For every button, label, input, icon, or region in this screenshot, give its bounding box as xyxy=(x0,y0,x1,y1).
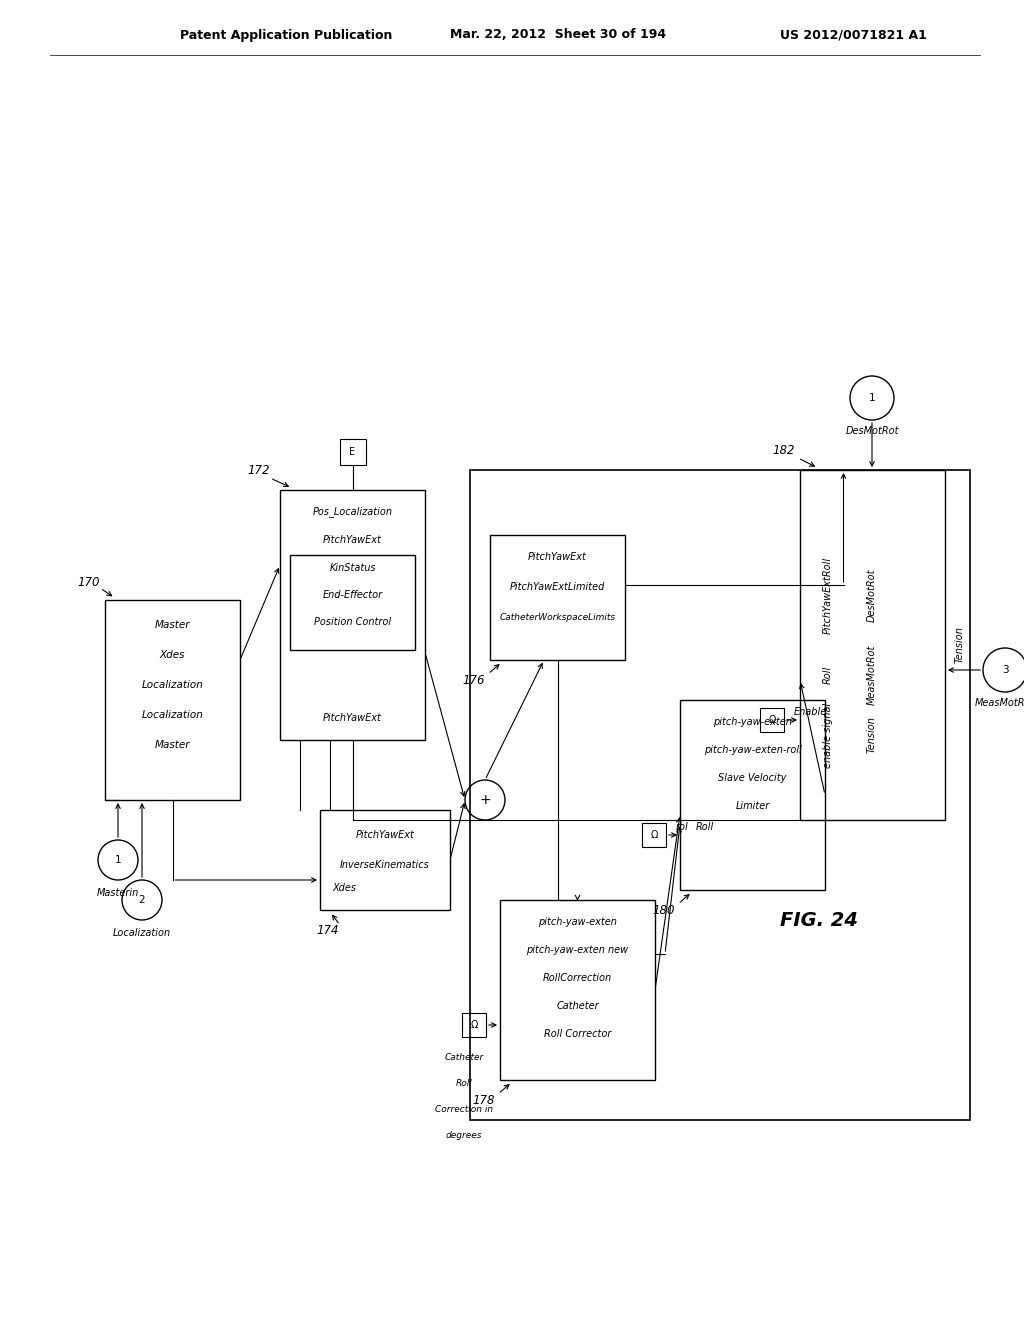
Text: 172: 172 xyxy=(248,463,270,477)
Text: Localization: Localization xyxy=(141,680,204,690)
Text: Position Control: Position Control xyxy=(314,616,391,627)
Bar xyxy=(500,900,655,1080)
Text: Xdes: Xdes xyxy=(332,883,356,894)
Text: 176: 176 xyxy=(463,673,485,686)
Text: Master: Master xyxy=(155,620,190,630)
Text: Master: Master xyxy=(155,741,190,750)
Text: pitch-yaw-exten: pitch-yaw-exten xyxy=(538,917,616,927)
Text: US 2012/0071821 A1: US 2012/0071821 A1 xyxy=(780,29,927,41)
Text: Roll: Roll xyxy=(823,665,833,684)
Text: Ω: Ω xyxy=(470,1020,477,1030)
Text: 182: 182 xyxy=(772,444,795,457)
Bar xyxy=(760,708,784,733)
Text: 180: 180 xyxy=(652,903,675,916)
Text: pitch-yaw-exten: pitch-yaw-exten xyxy=(713,717,792,727)
Bar xyxy=(280,490,425,741)
Text: pitch-yaw-exten new: pitch-yaw-exten new xyxy=(526,945,629,954)
Text: RollCorrection: RollCorrection xyxy=(543,973,612,983)
Text: Ω: Ω xyxy=(768,715,776,725)
Circle shape xyxy=(465,780,505,820)
Text: Limiter: Limiter xyxy=(735,801,770,810)
Text: Xdes: Xdes xyxy=(160,649,185,660)
Text: DesMotRot: DesMotRot xyxy=(867,568,877,622)
Text: 3: 3 xyxy=(1001,665,1009,675)
Text: 1: 1 xyxy=(868,393,876,403)
Text: KinStatus: KinStatus xyxy=(330,564,376,573)
Text: Roll: Roll xyxy=(456,1078,472,1088)
Text: Catheter: Catheter xyxy=(556,1001,599,1011)
Text: Catheter: Catheter xyxy=(444,1052,483,1061)
Text: PitchYawExtRoll: PitchYawExtRoll xyxy=(823,557,833,634)
Text: 1: 1 xyxy=(115,855,121,865)
Text: PitchYawExt: PitchYawExt xyxy=(355,830,415,840)
Bar xyxy=(340,440,366,465)
Text: Correction in: Correction in xyxy=(435,1105,494,1114)
Text: CatheterWorkspaceLimits: CatheterWorkspaceLimits xyxy=(500,612,615,622)
Text: E: E xyxy=(349,447,355,457)
Text: Pos_Localization: Pos_Localization xyxy=(312,507,392,517)
Text: +: + xyxy=(479,793,490,807)
Text: Ω: Ω xyxy=(650,830,657,840)
Text: Patent Application Publication: Patent Application Publication xyxy=(180,29,392,41)
Bar xyxy=(462,1012,486,1038)
Text: Masterin: Masterin xyxy=(97,888,139,898)
Text: degrees: degrees xyxy=(445,1130,482,1139)
Text: InverseKinematics: InverseKinematics xyxy=(340,861,430,870)
Text: DesMotRot: DesMotRot xyxy=(845,426,899,436)
Text: Tension: Tension xyxy=(955,627,965,664)
Text: rol: rol xyxy=(676,822,689,832)
Text: MeasMotRot: MeasMotRot xyxy=(975,698,1024,708)
Text: PitchYawExt: PitchYawExt xyxy=(323,535,382,545)
Text: Localization: Localization xyxy=(141,710,204,719)
Bar xyxy=(800,470,945,820)
Text: 170: 170 xyxy=(78,576,100,589)
Text: pitch-yaw-exten-roll: pitch-yaw-exten-roll xyxy=(703,744,802,755)
Bar xyxy=(642,822,666,847)
Text: Roll Corrector: Roll Corrector xyxy=(544,1030,611,1039)
Text: Roll: Roll xyxy=(696,822,715,832)
Text: PitchYawExt: PitchYawExt xyxy=(528,552,587,562)
Text: Mar. 22, 2012  Sheet 30 of 194: Mar. 22, 2012 Sheet 30 of 194 xyxy=(450,29,667,41)
Text: End-Effector: End-Effector xyxy=(323,590,383,601)
Text: 178: 178 xyxy=(472,1093,495,1106)
Text: enable signal: enable signal xyxy=(823,702,833,768)
Text: Localization: Localization xyxy=(113,928,171,939)
Bar xyxy=(490,535,625,660)
Bar xyxy=(680,700,825,890)
Text: 174: 174 xyxy=(316,924,339,936)
Text: FIG. 24: FIG. 24 xyxy=(780,911,858,929)
Bar xyxy=(319,810,450,909)
Text: 2: 2 xyxy=(138,895,145,906)
Text: Tension: Tension xyxy=(867,717,877,754)
Text: Slave Velocity: Slave Velocity xyxy=(718,774,786,783)
Text: Enable: Enable xyxy=(794,708,827,717)
Bar xyxy=(105,601,240,800)
Text: PitchYawExt: PitchYawExt xyxy=(323,713,382,723)
Text: MeasMotRot: MeasMotRot xyxy=(867,644,877,705)
Text: PitchYawExtLimited: PitchYawExtLimited xyxy=(510,582,605,591)
Bar xyxy=(290,554,415,649)
Bar xyxy=(470,470,970,1119)
